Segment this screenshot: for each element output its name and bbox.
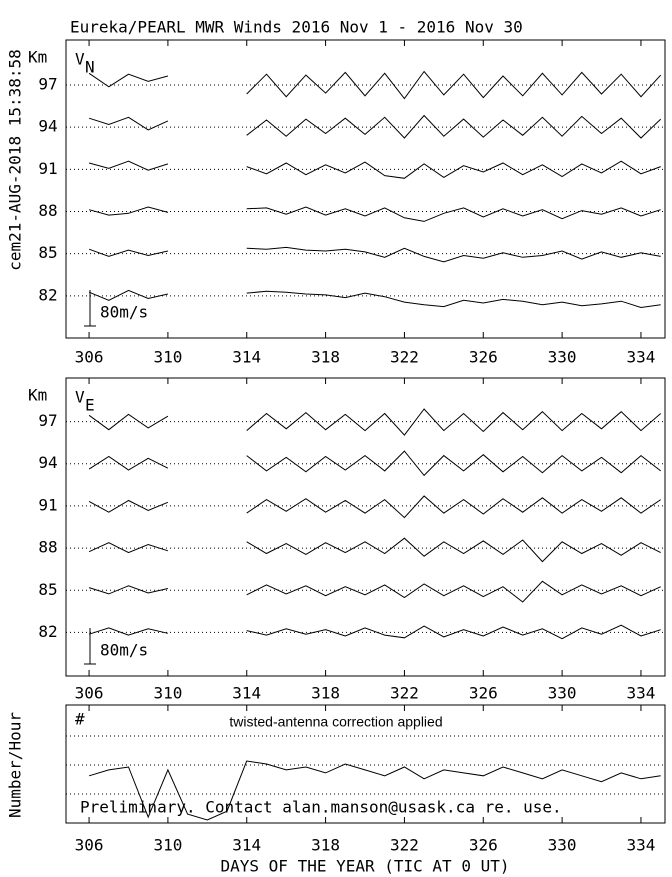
- scale-label: 80m/s: [100, 303, 148, 322]
- x-tick-label: 318: [311, 348, 340, 367]
- footer: Preliminary. Contact alan.manson@usask.c…: [80, 798, 562, 817]
- wind-trace: [88, 246, 661, 263]
- x-tick-label: 322: [390, 836, 419, 855]
- x-tick-label: 326: [469, 684, 498, 703]
- y-tick-label: 85: [38, 580, 57, 599]
- y-label: Km: [28, 48, 47, 67]
- x-tick-label: 318: [311, 836, 340, 855]
- x-tick-label: 326: [469, 836, 498, 855]
- wind-trace: [88, 495, 661, 519]
- wind-trace: [88, 580, 661, 603]
- x-tick-label: 314: [232, 348, 261, 367]
- wind-trace: [88, 70, 662, 100]
- plot-frame: [65, 39, 666, 339]
- x-tick-label: 322: [390, 348, 419, 367]
- panel-sub: N: [85, 58, 95, 77]
- x-tick-label: 330: [548, 684, 577, 703]
- panel-label: V: [75, 388, 85, 407]
- wind-trace: [88, 160, 661, 179]
- y-tick-label: 94: [38, 453, 57, 472]
- y-tick-label: 97: [38, 74, 57, 93]
- x-tick-label: 330: [548, 348, 577, 367]
- wind-trace: [88, 450, 662, 477]
- x-label: DAYS OF THE YEAR (TIC AT 0 UT): [221, 857, 510, 876]
- panel-sub: E: [85, 396, 95, 415]
- x-tick-label: 306: [75, 836, 104, 855]
- annotation: twisted-antenna correction applied: [229, 714, 442, 730]
- y-tick-label: 82: [38, 622, 57, 641]
- scale-label: 80m/s: [100, 641, 148, 660]
- wind-trace: [88, 408, 662, 436]
- side-label: cem21-AUG-2018 15:38:58: [6, 49, 25, 271]
- x-tick-label: 314: [232, 684, 261, 703]
- x-tick-label: 310: [153, 684, 182, 703]
- wind-trace: [88, 537, 661, 563]
- y-tick-label: 97: [38, 411, 57, 430]
- x-tick-label: 306: [75, 684, 104, 703]
- x-tick-label: 334: [627, 684, 656, 703]
- x-tick-label: 322: [390, 684, 419, 703]
- y-tick-label: 91: [38, 159, 57, 178]
- x-tick-label: 318: [311, 684, 340, 703]
- chart-title: Eureka/PEARL MWR Winds 2016 Nov 1 - 2016…: [70, 18, 523, 37]
- x-tick-label: 306: [75, 348, 104, 367]
- x-tick-label: 310: [153, 348, 182, 367]
- y-tick-label: 91: [38, 495, 57, 514]
- plot-frame: [65, 377, 666, 677]
- wind-trace: [88, 624, 661, 640]
- panel-label: V: [75, 50, 85, 69]
- y-tick-label: 88: [38, 201, 57, 220]
- y-tick-label: 82: [38, 285, 57, 304]
- y-label: Number/Hour: [6, 712, 25, 818]
- marker: #: [75, 710, 85, 729]
- wind-trace: [88, 289, 661, 309]
- x-tick-label: 330: [548, 836, 577, 855]
- x-tick-label: 310: [153, 836, 182, 855]
- wind-trace: [88, 206, 661, 222]
- y-tick-label: 88: [38, 538, 57, 557]
- x-tick-label: 326: [469, 348, 498, 367]
- count-trace: [88, 760, 661, 821]
- y-label: Km: [28, 386, 47, 405]
- plot-frame: [65, 704, 666, 824]
- x-tick-label: 334: [627, 348, 656, 367]
- y-tick-label: 94: [38, 117, 57, 136]
- x-tick-label: 334: [627, 836, 656, 855]
- wind-trace: [88, 114, 662, 139]
- y-tick-label: 85: [38, 243, 57, 262]
- x-tick-label: 314: [232, 836, 261, 855]
